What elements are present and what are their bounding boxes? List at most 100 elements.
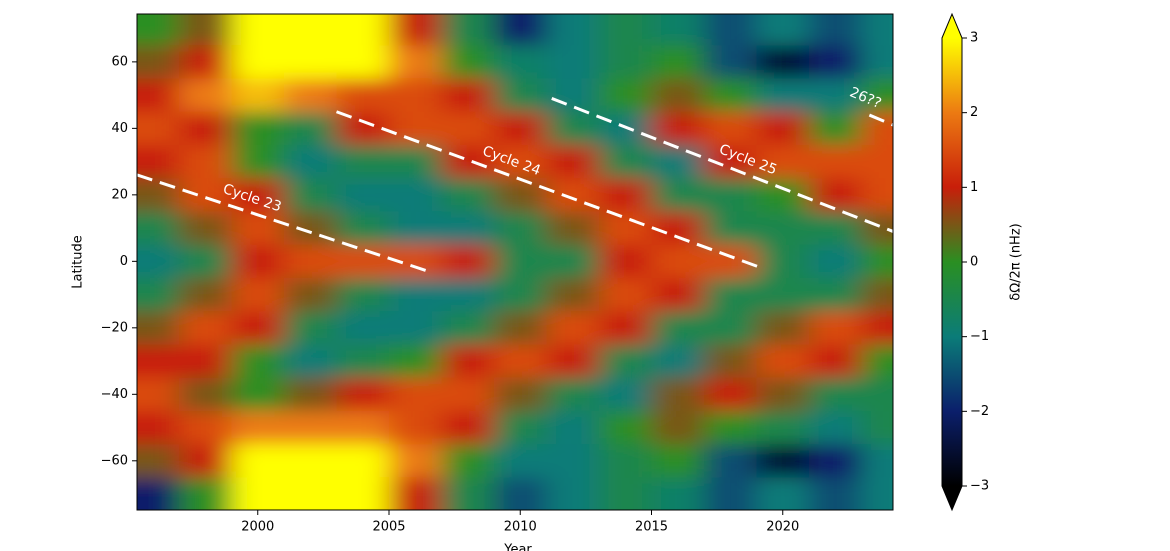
heatmap-cell [809, 78, 862, 113]
heatmap-cell [284, 211, 337, 246]
heatmap-cell [441, 344, 495, 379]
heatmap-cell [651, 211, 705, 246]
heatmap-cell [231, 244, 285, 279]
x-axis-label: Year [503, 543, 532, 551]
heatmap-cell [756, 410, 810, 445]
colorbar-tick-label: 0 [970, 255, 978, 270]
heatmap-cell [336, 277, 390, 312]
heatmap-cell [179, 344, 232, 379]
heatmap-cell [336, 377, 390, 412]
heatmap-cell [599, 178, 652, 212]
y-tick-label: 0 [120, 254, 128, 269]
heatmap-cell [546, 211, 600, 246]
heatmap-cell [546, 277, 600, 312]
heatmap-cell [494, 211, 547, 246]
heatmap-cell [284, 344, 337, 379]
heatmap-cell [546, 311, 600, 345]
heatmap-cell [809, 14, 862, 46]
heatmap-cell [336, 344, 390, 379]
heatmap-cell [651, 178, 705, 212]
heatmap-cell [546, 45, 600, 79]
heatmap-cell [756, 344, 810, 379]
heatmap-cell [441, 144, 495, 179]
heatmap-cell [599, 211, 652, 246]
heatmap-cell [861, 311, 893, 345]
heatmap-cell [599, 477, 652, 510]
heatmap-cell [137, 45, 180, 79]
heatmap-cell [756, 211, 810, 246]
heatmap-cell [599, 344, 652, 379]
heatmap-cell [336, 211, 390, 246]
heatmap-cell [137, 14, 180, 46]
heatmap-cell [651, 311, 705, 345]
heatmap-cell [599, 78, 652, 113]
heatmap-cell [756, 111, 810, 146]
heatmap-cell [704, 111, 757, 146]
heatmap-cell [704, 277, 757, 312]
heatmap-cell [546, 344, 600, 379]
heatmap-cell [651, 244, 705, 279]
heatmap-cell [336, 78, 390, 113]
heatmap-cell [284, 244, 337, 279]
heatmap-cell [336, 178, 390, 212]
heatmap-cell [284, 277, 337, 312]
heatmap-cell [336, 477, 390, 510]
heatmap-cell [546, 78, 600, 113]
heatmap-cell [704, 178, 757, 212]
heatmap-cell [494, 178, 547, 212]
heatmap-cell [861, 144, 893, 179]
heatmap-cell [756, 14, 810, 46]
heatmap-cell [809, 344, 862, 379]
heatmap-cell [284, 111, 337, 146]
heatmap-cell [441, 377, 495, 412]
heatmap-cell [494, 477, 547, 510]
heatmap-cell [861, 45, 893, 79]
heatmap-cell [546, 244, 600, 279]
heatmap-cell [284, 78, 337, 113]
cycle-line [868, 113, 893, 127]
heatmap-cell [336, 45, 390, 79]
heatmap-cell [494, 78, 547, 113]
heatmap-cell [704, 477, 757, 510]
colorbar [942, 38, 962, 486]
heatmap-cell [231, 444, 285, 478]
heatmap-cell [231, 410, 285, 445]
heatmap-cell [704, 311, 757, 345]
colorbar-extend-top [942, 14, 962, 38]
colorbar-tick-label: −1 [970, 329, 989, 344]
heatmap-cell [651, 444, 705, 478]
heatmap-cell [756, 45, 810, 79]
cycle-line [137, 173, 429, 273]
heatmap-cell [389, 178, 442, 212]
heatmap-cell [599, 410, 652, 445]
heatmap-cell [809, 377, 862, 412]
colorbar-tick-label: 1 [970, 180, 978, 195]
heatmap-cell [441, 78, 495, 113]
heatmap-cell [336, 410, 390, 445]
heatmap-cell [861, 211, 893, 246]
heatmap-cell [861, 78, 893, 113]
heatmap-cell [389, 277, 442, 312]
heatmap-cell [651, 344, 705, 379]
heatmap-cell [441, 444, 495, 478]
heatmap-cell [179, 45, 232, 79]
heatmap-cell [284, 311, 337, 345]
heatmap-cell [389, 78, 442, 113]
y-tick-label: −20 [101, 320, 128, 335]
heatmap-cell [599, 144, 652, 179]
heatmap-cell [336, 311, 390, 345]
heatmap-cell [231, 14, 285, 46]
heatmap-cell [231, 377, 285, 412]
heatmap-cell [179, 410, 232, 445]
heatmap-cell [137, 444, 180, 478]
heatmap-cell [336, 111, 390, 146]
heatmap-cell [861, 277, 893, 312]
heatmap-cell [231, 311, 285, 345]
heatmap-cell [861, 410, 893, 445]
heatmap-cell [599, 277, 652, 312]
heatmap-cell [756, 444, 810, 478]
x-tick-label: 2020 [766, 520, 799, 535]
heatmap-cell [651, 78, 705, 113]
heatmap-cell [809, 277, 862, 312]
heatmap-cell [494, 444, 547, 478]
